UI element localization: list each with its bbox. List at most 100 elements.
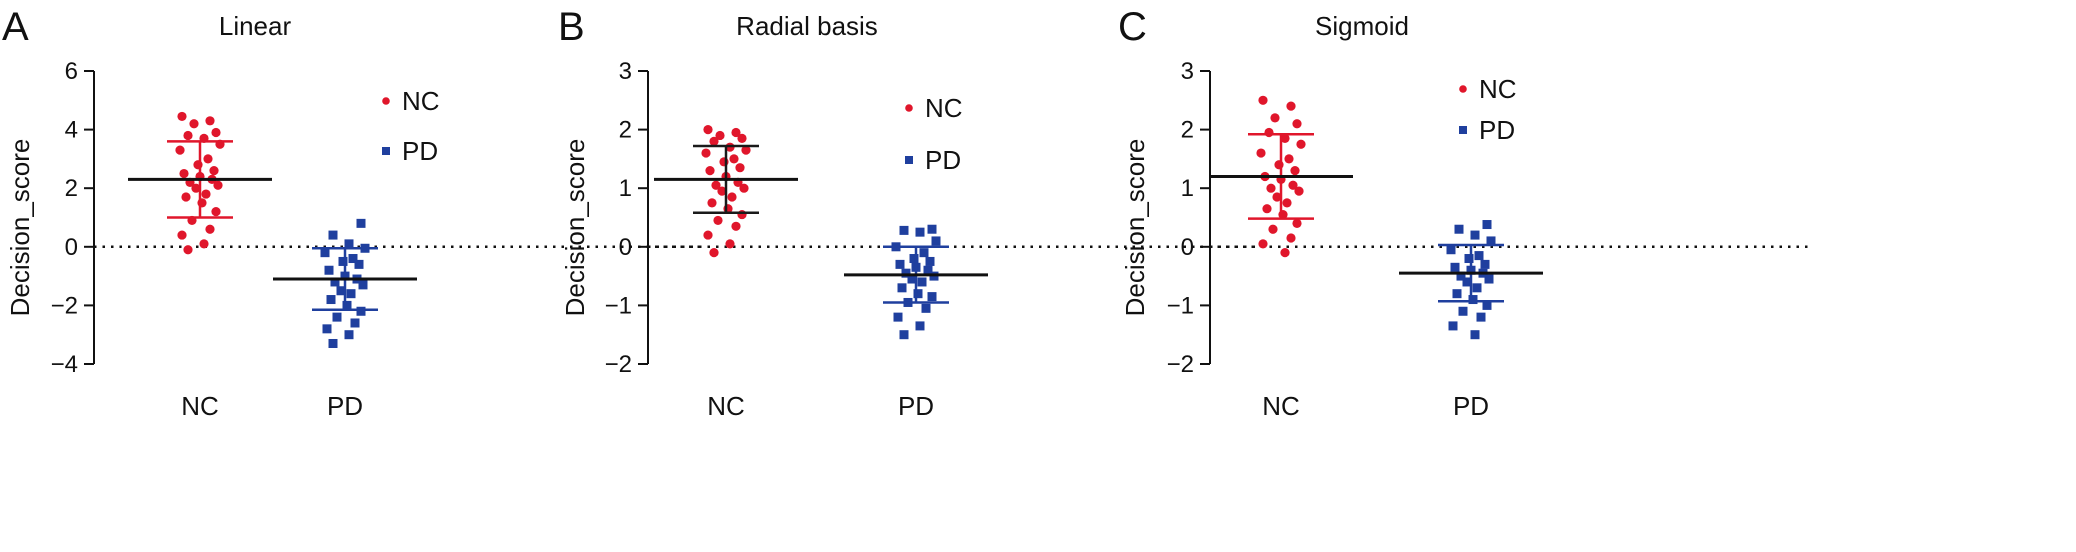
data-point <box>213 180 223 190</box>
y-tick-label: 1 <box>619 175 632 202</box>
data-point <box>927 292 937 302</box>
data-point <box>175 145 185 155</box>
y-tick-label: 4 <box>65 117 78 144</box>
y-tick-label: 6 <box>65 58 78 85</box>
data-point <box>189 119 199 129</box>
data-point <box>324 265 334 275</box>
legend: NC PD <box>905 93 963 175</box>
data-point <box>717 186 727 196</box>
data-point <box>703 125 713 135</box>
y-tick-label: −2 <box>605 351 632 378</box>
data-point <box>1458 306 1468 316</box>
legend-label: NC <box>402 86 440 116</box>
data-point <box>917 277 927 287</box>
data-point <box>1280 248 1290 258</box>
data-point <box>741 145 751 155</box>
data-point <box>348 254 358 264</box>
data-point <box>899 330 909 340</box>
x-category-label: NC <box>1262 391 1300 421</box>
x-category-label: PD <box>327 391 363 421</box>
data-point <box>322 324 332 334</box>
legend-marker-circle <box>382 97 390 105</box>
data-point <box>737 133 747 143</box>
data-point <box>1286 233 1296 243</box>
data-point <box>709 136 719 146</box>
y-tick-label: −2 <box>1167 351 1194 378</box>
data-point <box>1280 133 1290 143</box>
y-tick-label: 2 <box>1181 117 1194 144</box>
data-point <box>1296 139 1306 149</box>
data-point <box>356 306 366 316</box>
y-axis-title: Decision_score <box>560 139 590 317</box>
data-point <box>927 224 937 234</box>
y-tick-label: 0 <box>65 234 78 261</box>
data-point <box>899 225 909 235</box>
data-point <box>342 300 352 310</box>
x-category-label: NC <box>707 391 745 421</box>
legend-label: PD <box>402 136 438 166</box>
y-axis-title: Decision_score <box>5 139 35 317</box>
data-point <box>1482 300 1492 310</box>
legend-marker-square <box>1459 126 1467 134</box>
data-point <box>209 166 219 176</box>
data-point <box>1470 330 1480 340</box>
data-point <box>901 268 911 278</box>
panel-title: Linear <box>219 11 292 41</box>
data-point <box>703 230 713 240</box>
data-point <box>897 283 907 293</box>
data-point <box>177 111 187 122</box>
x-category-label: PD <box>1453 391 1489 421</box>
y-tick-label: 0 <box>619 234 632 261</box>
data-point <box>1282 198 1292 208</box>
data-point <box>1264 127 1274 138</box>
data-point <box>1292 218 1302 228</box>
legend-marker-circle <box>905 104 913 112</box>
series-nc <box>654 125 798 258</box>
data-point <box>358 280 368 290</box>
data-point <box>713 215 723 226</box>
data-point <box>1464 254 1474 264</box>
data-point <box>191 183 201 193</box>
data-point <box>737 209 747 220</box>
data-point <box>913 289 923 299</box>
data-point <box>727 192 737 202</box>
data-point <box>1270 113 1280 123</box>
data-point <box>1448 321 1458 331</box>
data-point <box>915 227 925 237</box>
data-point <box>203 154 213 164</box>
data-point <box>907 274 917 284</box>
data-point <box>179 168 189 179</box>
data-point <box>344 239 354 249</box>
data-point <box>356 218 366 228</box>
y-tick-label: 0 <box>1181 234 1194 261</box>
data-point <box>177 230 187 240</box>
data-point <box>332 312 342 322</box>
data-point <box>336 286 346 296</box>
panel-c: C Sigmoid −2 −1 0 1 2 3 Decision_score NC PD NC PD <box>1118 5 1810 421</box>
y-tick-label: −1 <box>605 292 632 319</box>
data-point <box>1454 224 1464 234</box>
x-category-label: NC <box>181 391 219 421</box>
data-point <box>1256 148 1266 158</box>
y-tick-label: −4 <box>51 351 78 378</box>
data-point <box>328 338 338 348</box>
data-point <box>1468 295 1478 305</box>
data-point <box>1268 224 1278 234</box>
data-point <box>711 180 721 190</box>
data-point <box>1272 192 1282 202</box>
data-point <box>735 163 745 173</box>
data-point <box>205 224 215 234</box>
legend-label: PD <box>925 145 961 175</box>
data-point <box>205 116 215 126</box>
series-pd <box>1399 220 1543 340</box>
data-point <box>1446 245 1456 255</box>
data-point <box>181 192 191 202</box>
data-point <box>1262 204 1272 214</box>
data-point <box>1462 277 1472 287</box>
data-point <box>1482 220 1492 230</box>
data-point <box>729 154 739 164</box>
data-point <box>921 303 931 313</box>
data-point <box>923 265 933 275</box>
